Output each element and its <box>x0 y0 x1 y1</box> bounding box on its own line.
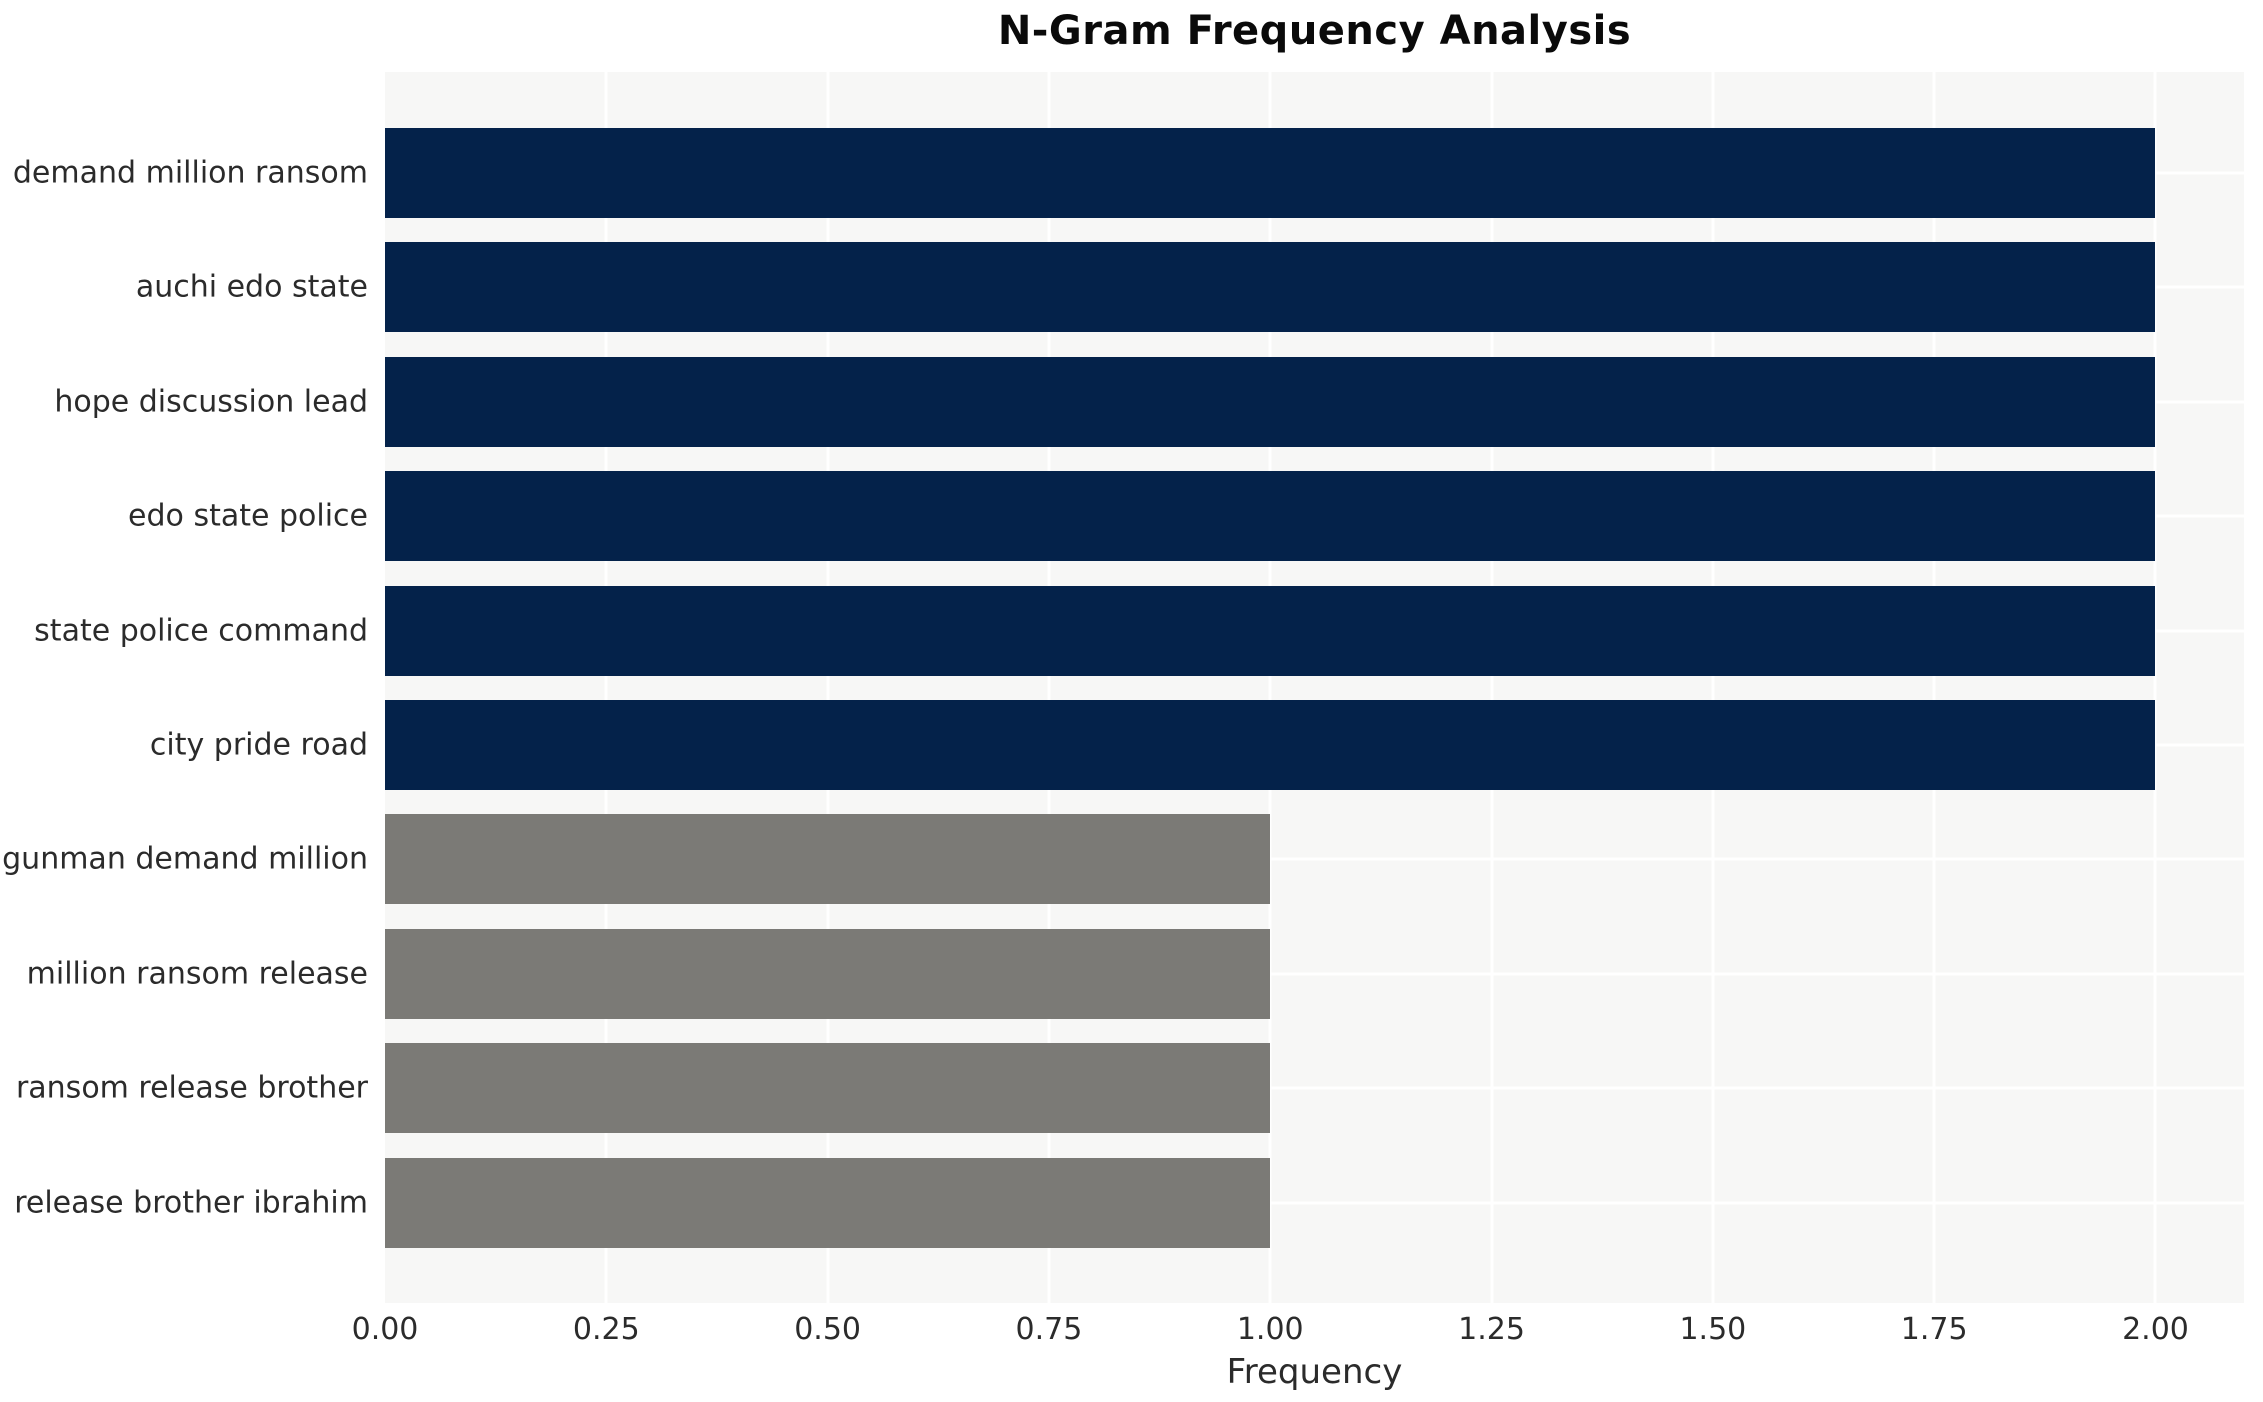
y-axis-label: demand million ransom <box>12 155 368 191</box>
bar-edo-state-police <box>385 471 2156 562</box>
gridline-vertical <box>1490 72 1494 1303</box>
y-axis-labels: demand million ransom auchi edo state hope… <box>0 72 368 1303</box>
x-tick-label: 0.00 <box>351 1312 419 1347</box>
gridline-vertical <box>604 72 608 1303</box>
x-axis-label: Frequency <box>1226 1352 1403 1392</box>
y-axis-label: edo state police <box>128 498 368 534</box>
bar-hope-discussion-lead <box>385 356 2156 447</box>
x-tick-label: 0.25 <box>572 1312 640 1347</box>
gridline-horizontal <box>385 972 2244 976</box>
y-axis-label: city pride road <box>149 727 368 763</box>
y-axis-label: ransom release brother <box>15 1070 368 1106</box>
x-tick-label: 1.50 <box>1679 1312 1747 1347</box>
x-tick-label: 1.00 <box>1236 1312 1304 1347</box>
bar-auchi-edo-state <box>385 242 2156 333</box>
gridline-vertical <box>826 72 830 1303</box>
y-axis-label: state police command <box>34 613 368 649</box>
bar-city-pride-road <box>385 700 2156 791</box>
x-axis-ticks: 0.00 0.25 0.50 0.75 1.00 1.25 1.50 1.75 2.00 <box>352 1312 2244 1350</box>
plot-area <box>385 72 2244 1303</box>
gridline-vertical <box>1047 72 1051 1303</box>
gridline-horizontal <box>385 857 2244 861</box>
gridline-vertical <box>2153 72 2157 1303</box>
x-tick-label: 2.00 <box>2122 1312 2189 1347</box>
chart-title: N-Gram Frequency Analysis <box>997 8 1632 54</box>
y-axis-label: auchi edo state <box>135 269 368 305</box>
x-tick-label: 0.50 <box>794 1312 862 1347</box>
y-axis-label: million ransom release <box>26 956 368 992</box>
bar-demand-million-ransom <box>385 127 2156 218</box>
gridline-horizontal <box>385 1086 2244 1090</box>
y-axis-label: gunman demand million <box>2 841 368 877</box>
bar-million-ransom-release <box>385 928 1271 1019</box>
bar-release-brother-ibrahim <box>385 1157 1271 1248</box>
y-axis-label: hope discussion lead <box>54 384 368 420</box>
gridline-vertical <box>1268 72 1272 1303</box>
bar-gunman-demand-million <box>385 814 1271 905</box>
x-tick-label: 1.25 <box>1458 1312 1525 1347</box>
gridline-vertical <box>1711 72 1715 1303</box>
bar-state-police-command <box>385 585 2156 676</box>
gridline-vertical <box>1932 72 1936 1303</box>
x-tick-label: 0.75 <box>1015 1312 1083 1347</box>
gridline-horizontal <box>385 1201 2244 1205</box>
x-tick-label: 1.75 <box>1900 1312 1968 1347</box>
y-axis-label: release brother ibrahim <box>14 1185 368 1221</box>
bar-ransom-release-brother <box>385 1043 1271 1134</box>
